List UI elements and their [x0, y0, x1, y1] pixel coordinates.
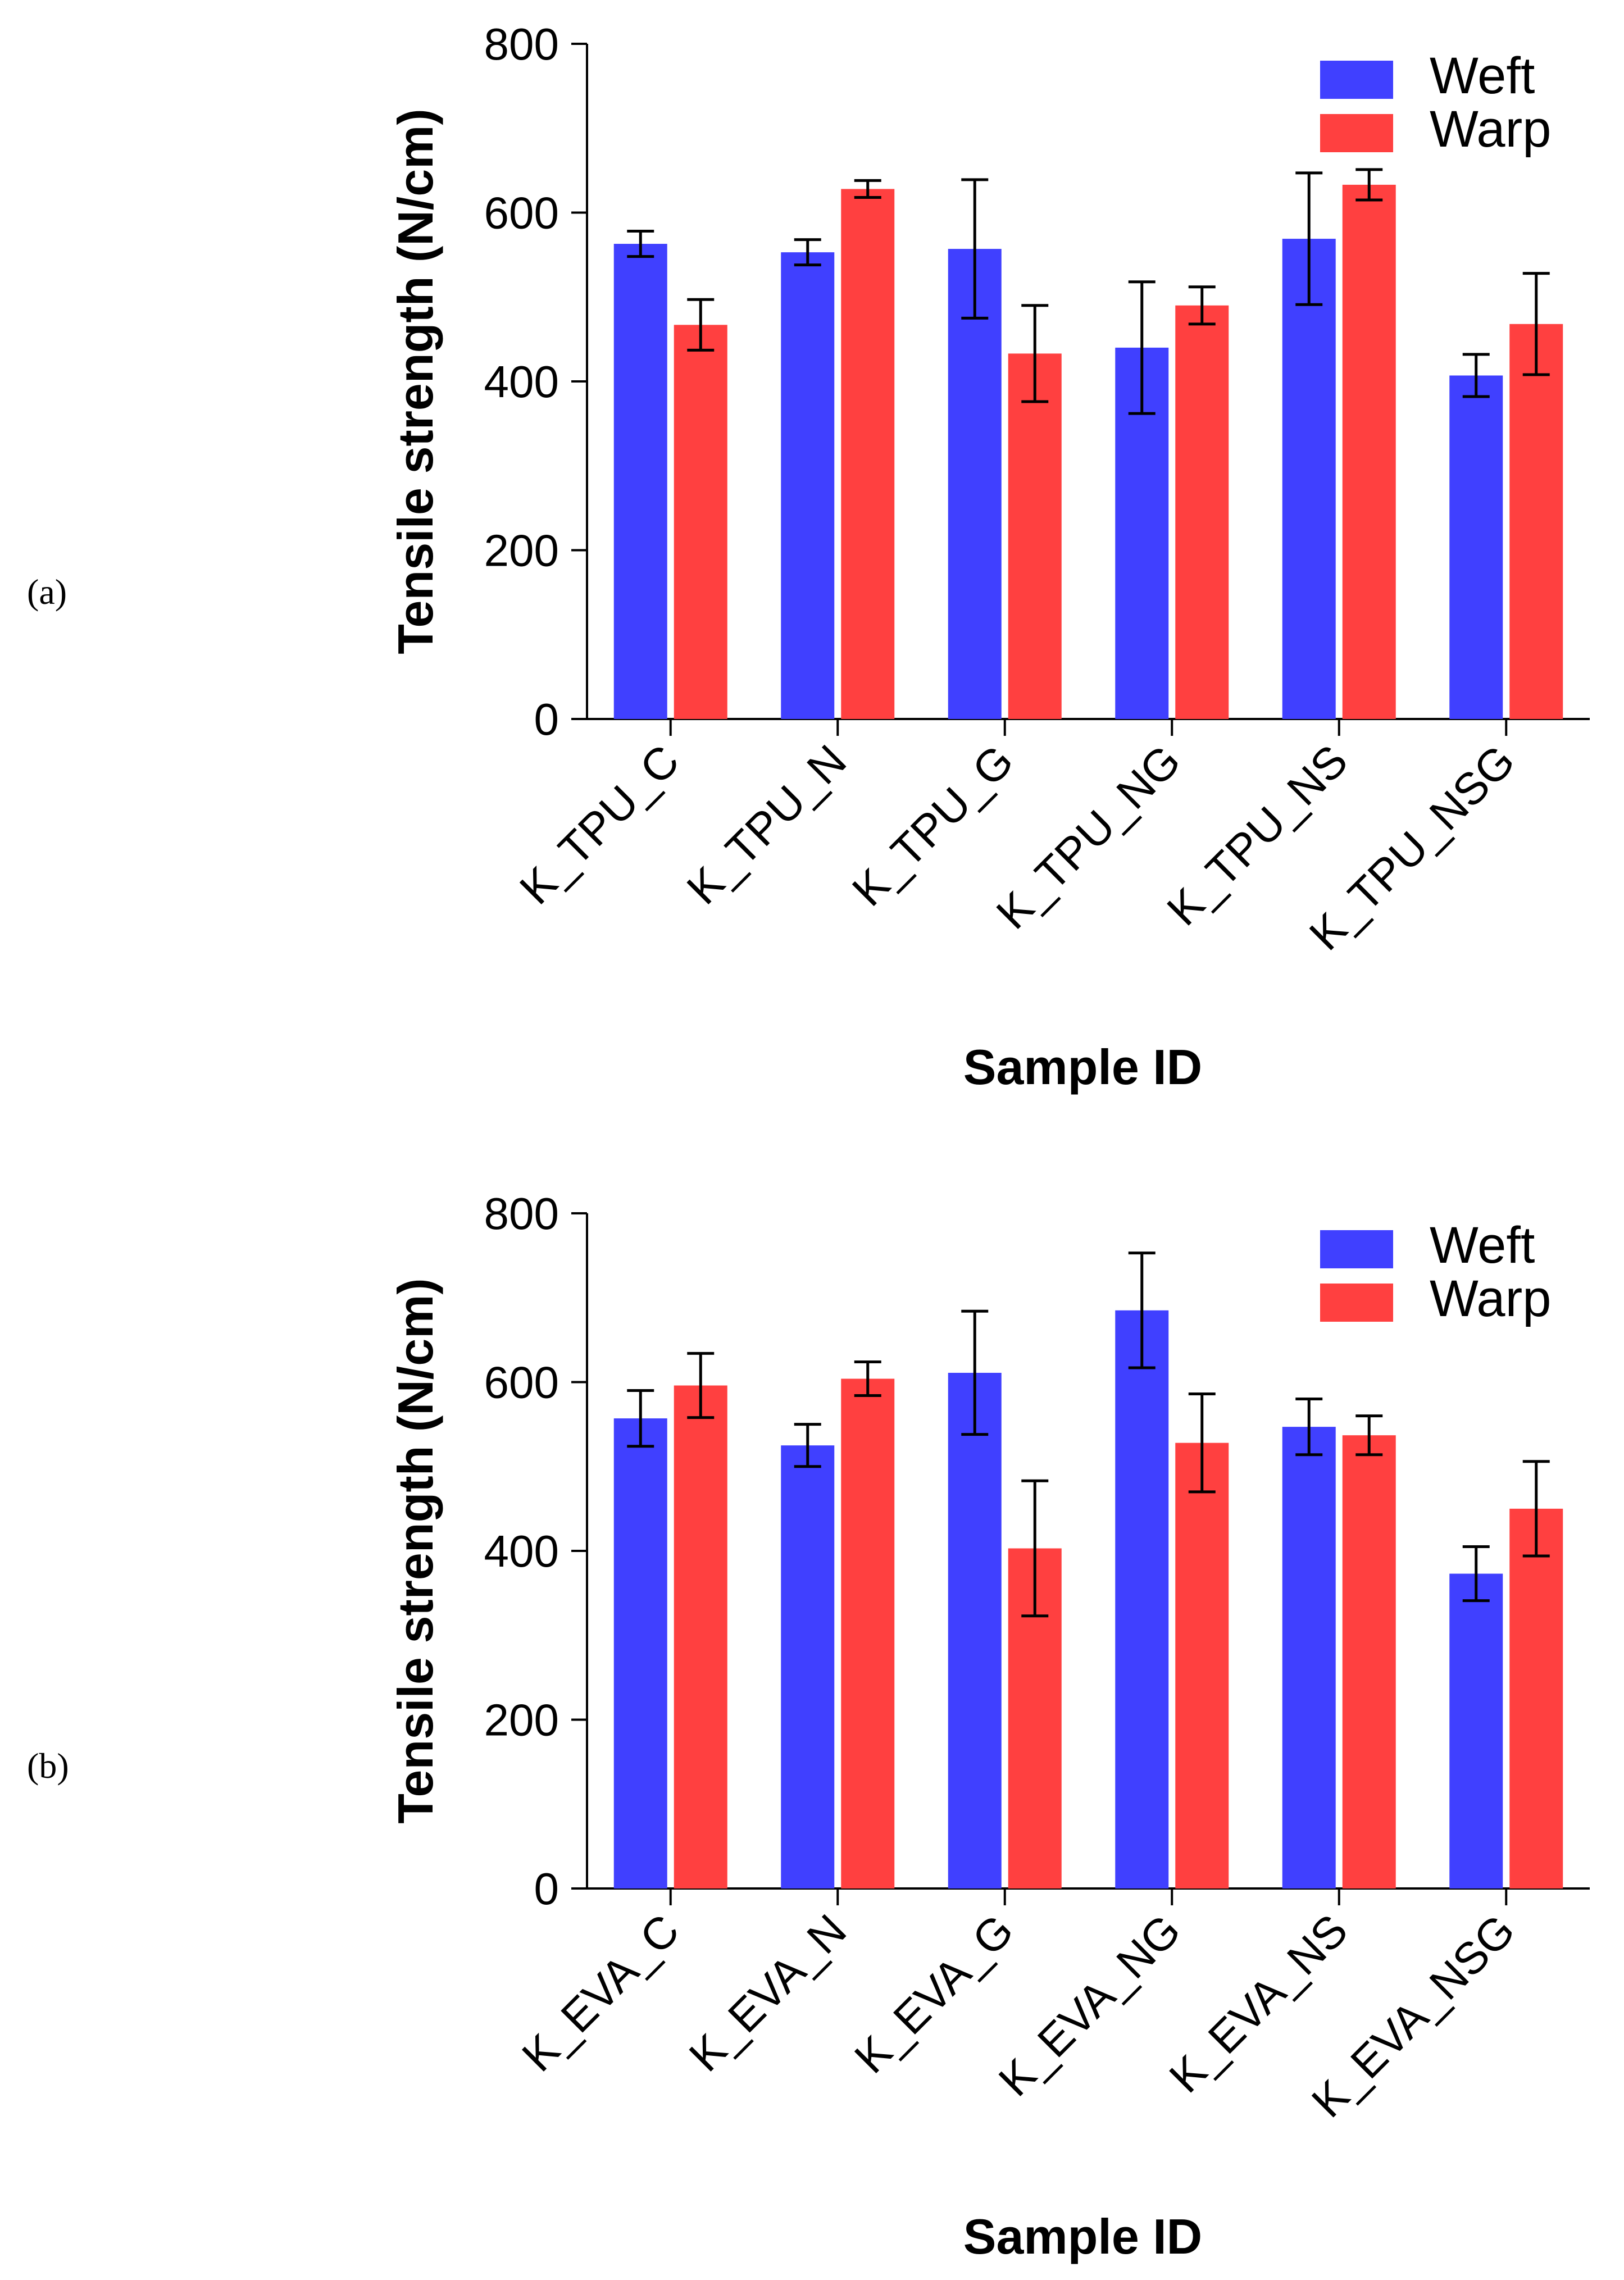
y-tick-label: 600: [484, 1358, 559, 1408]
bar-warp-k_eva_c: [674, 1385, 727, 1888]
y-tick-label: 400: [484, 1526, 559, 1576]
y-tick-label: 0: [534, 1864, 559, 1914]
x-tick-label: K_EVA_C: [512, 1905, 688, 2081]
x-tick-label: K_TPU_G: [843, 735, 1023, 916]
bar-weft-k_eva_c: [613, 1418, 667, 1888]
y-tick-label: 600: [484, 188, 559, 238]
chart-panel-a: (a) 0 200 400 600 800 Tensile strength (N/cm) K…: [27, 19, 1590, 1095]
legend-swatch-weft: [1320, 61, 1393, 99]
legend-swatch-warp: [1320, 114, 1393, 152]
legend-label-warp: Warp: [1430, 101, 1551, 158]
bar-warp-k_eva_n: [841, 1378, 895, 1888]
y-tick-label: 800: [484, 1189, 559, 1239]
chart-panel-b: (b) 0 200 400 600 800 Tensile strength (N/cm) K…: [27, 1189, 1590, 2264]
y-tick-label: 0: [534, 694, 559, 744]
bar-weft-k_eva_ns: [1282, 1427, 1336, 1888]
bar-warp-k_tpu_c: [674, 325, 727, 719]
bar-weft-k_eva_g: [948, 1372, 1002, 1888]
bar-warp-k_tpu_nsg: [1509, 324, 1563, 719]
x-axis-title: Sample ID: [963, 1039, 1202, 1095]
bar-weft-k_eva_nsg: [1449, 1573, 1503, 1888]
y-axis-title: Tensile strength (N/cm): [388, 108, 443, 654]
bar-warp-k_tpu_n: [841, 189, 895, 719]
panel-label: (a): [27, 572, 67, 612]
bar-warp-k_eva_nsg: [1509, 1508, 1563, 1888]
bar-warp-k_eva_ng: [1175, 1442, 1229, 1888]
legend-label-weft: Weft: [1430, 47, 1535, 104]
x-tick-label: K_TPU_C: [510, 735, 689, 914]
bar-warp-k_tpu_ng: [1175, 305, 1229, 719]
legend-swatch-warp: [1320, 1284, 1393, 1322]
legend-label-weft: Weft: [1430, 1217, 1535, 1274]
x-tick-label: K_TPU_N: [677, 735, 856, 914]
y-tick-label: 200: [484, 1695, 559, 1745]
bar-warp-k_tpu_ns: [1342, 184, 1396, 720]
x-axis-title: Sample ID: [963, 2209, 1202, 2264]
x-tick-label: K_EVA_G: [845, 1905, 1023, 2083]
bar-weft-k_eva_ng: [1115, 1310, 1169, 1888]
bar-warp-k_eva_ns: [1342, 1435, 1396, 1888]
bar-weft-k_tpu_ns: [1282, 239, 1336, 719]
bar-warp-k_tpu_g: [1008, 353, 1062, 719]
y-tick-label: 400: [484, 357, 559, 407]
panel-label: (b): [27, 1746, 69, 1786]
bar-weft-k_tpu_nsg: [1449, 375, 1503, 719]
bar-weft-k_tpu_n: [781, 252, 835, 719]
bar-weft-k_tpu_c: [613, 244, 667, 719]
x-tick-label: K_EVA_NG: [989, 1905, 1190, 2105]
y-tick-label: 800: [484, 19, 559, 69]
y-tick-label: 200: [484, 526, 559, 576]
y-axis-title: Tensile strength (N/cm): [388, 1278, 443, 1823]
bar-weft-k_eva_n: [781, 1445, 835, 1888]
x-tick-label: K_EVA_N: [680, 1905, 856, 2081]
legend-swatch-weft: [1320, 1230, 1393, 1268]
legend-label-warp: Warp: [1430, 1270, 1551, 1327]
bar-weft-k_tpu_g: [948, 249, 1002, 719]
